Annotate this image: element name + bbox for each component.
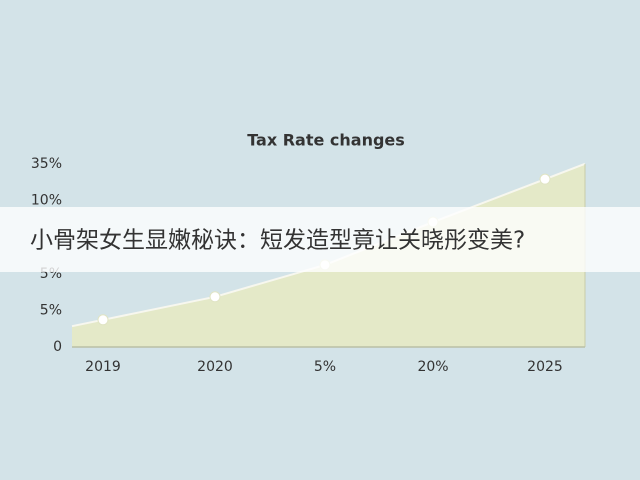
point <box>209 291 221 303</box>
x-tick-label: 2019 <box>85 359 121 375</box>
y-tick-label: 0 <box>53 339 62 355</box>
point <box>539 173 551 185</box>
x-tick-label: 2020 <box>197 359 233 375</box>
y-tick-label: 35% <box>31 156 62 172</box>
y-tick-label: 5% <box>40 302 62 318</box>
chart-title: Tax Rate changes <box>247 131 405 150</box>
y-tick-label: 10% <box>31 193 62 209</box>
x-tick-label: 5% <box>314 359 336 375</box>
banner-text: 小骨架女生显嫩秘诀：短发造型竟让关晓彤变美? <box>30 228 525 254</box>
area <box>72 163 585 347</box>
point <box>97 314 109 326</box>
x-tick-label: 2025 <box>527 359 563 375</box>
banner <box>0 207 640 272</box>
x-tick-label: 20% <box>417 359 448 375</box>
